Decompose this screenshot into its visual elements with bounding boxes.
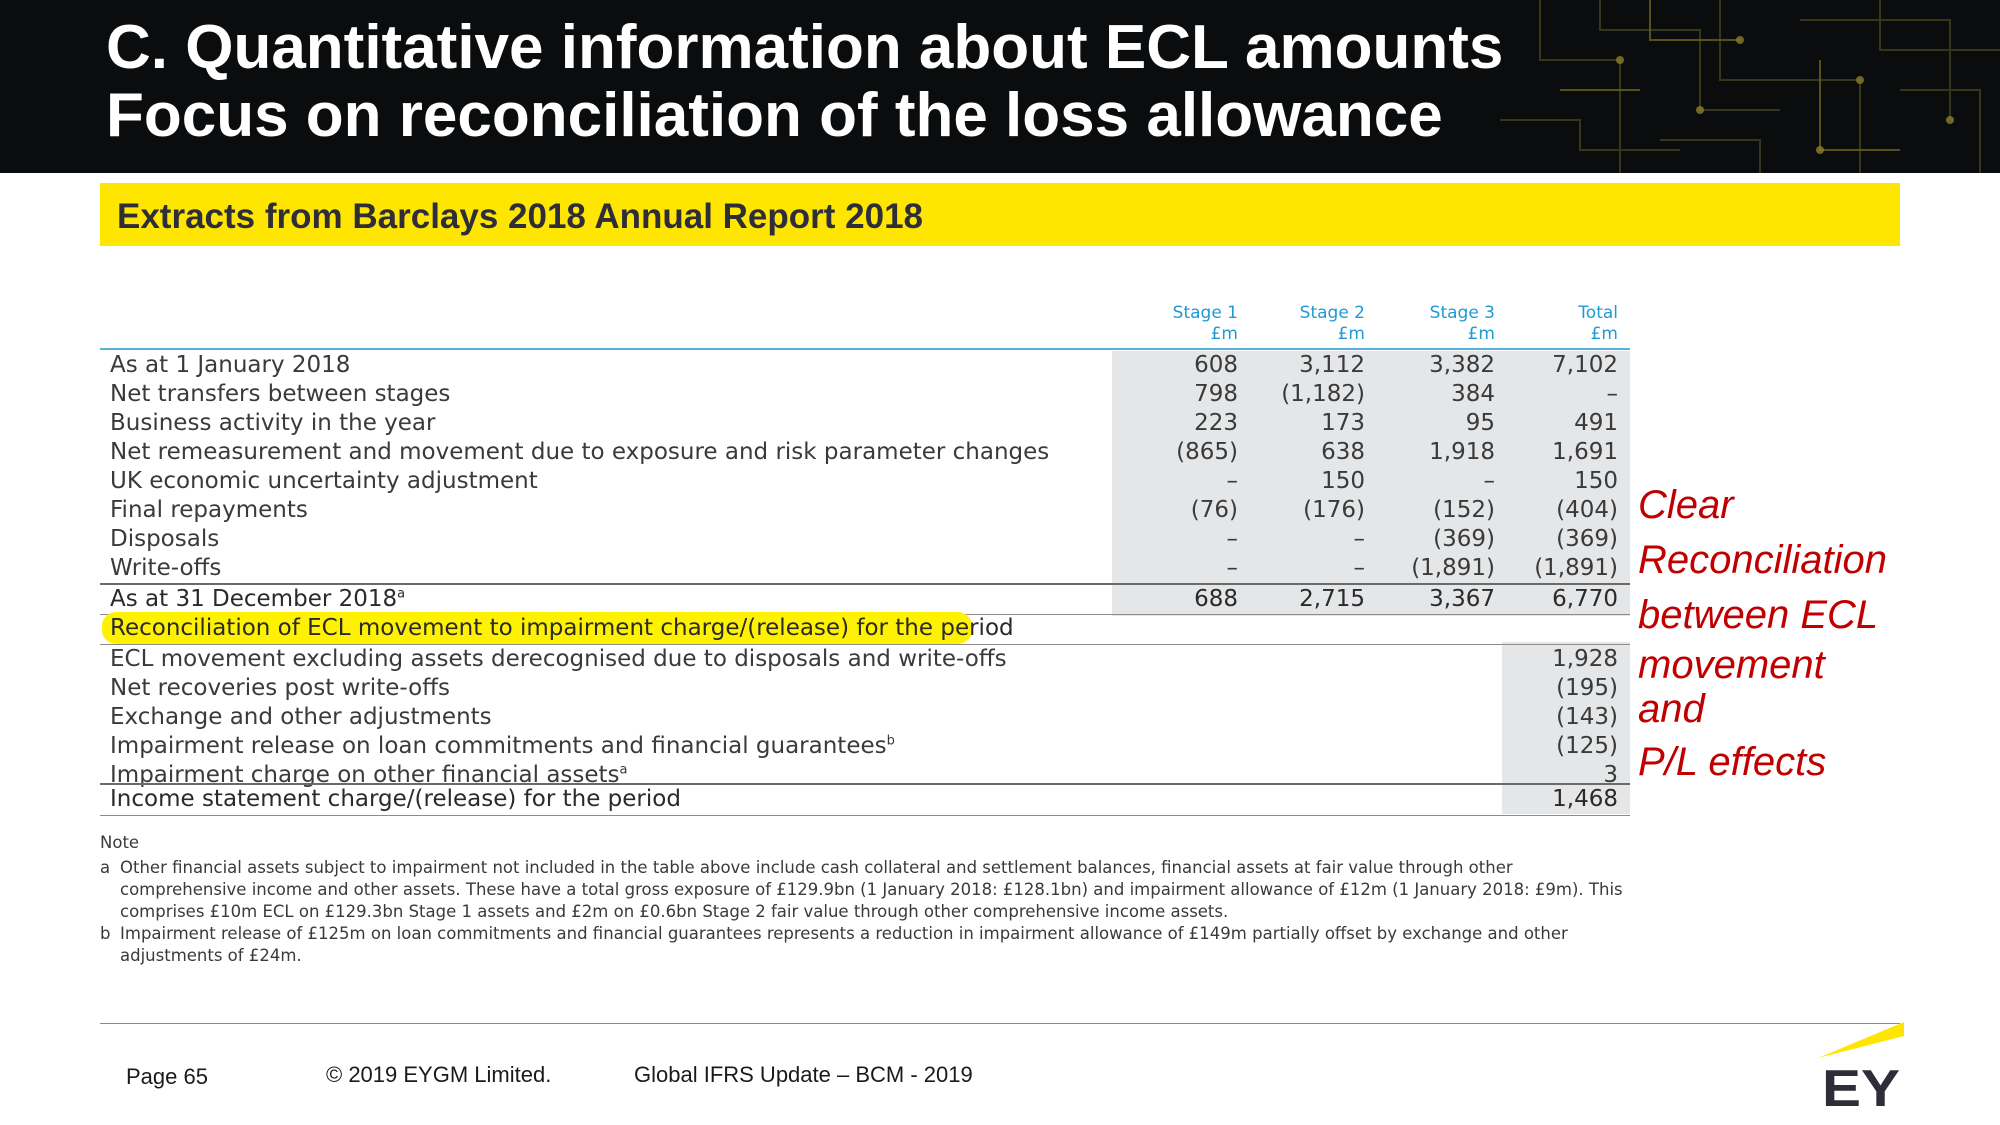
subtitle-bar: Extracts from Barclays 2018 Annual Repor…	[100, 183, 1900, 246]
stage-columns-shade	[1112, 351, 1630, 616]
note-a: a Other financial assets subject to impai…	[100, 858, 1623, 921]
event-title: Global IFRS Update – BCM - 2019	[634, 1062, 973, 1087]
table-row: As at 1 January 2018 608 3,112 3,382 7,1…	[110, 352, 1618, 378]
table-row: Net remeasurement and movement due to ex…	[110, 439, 1618, 465]
annotation-line: Reconciliation	[1638, 538, 1888, 582]
income-statement-row: Income statement charge/(release) for th…	[110, 786, 1618, 812]
annotation-line: P/L effects	[1638, 740, 1827, 784]
income-statement-top-rule	[100, 783, 1630, 785]
slide-header: C. Quantitative information about ECL am…	[0, 0, 2000, 173]
footer-divider	[100, 1023, 1900, 1024]
reconciliation-row: Net recoveries post write-offs (195)	[110, 675, 1618, 701]
column-header-stage-2: Stage 2 £m	[1299, 303, 1365, 344]
reconciliation-row: Impairment release on loan commitments a…	[110, 733, 1618, 759]
reconciliation-rule	[100, 644, 1630, 645]
table-row: Write-offs – – (1,891) (1,891)	[110, 555, 1618, 581]
column-header-stage-3: Stage 3 £m	[1429, 303, 1495, 344]
ey-logo-text: EY	[1822, 1060, 1900, 1112]
reconciliation-heading: Reconciliation of ECL movement to impair…	[110, 615, 1014, 641]
circuit-board-decoration	[1500, 0, 2000, 173]
report-extract-table: Stage 1 £m Stage 2 £m Stage 3 £m Total £…	[100, 290, 1635, 965]
annotation-line: Clear	[1638, 483, 1734, 527]
copyright: © 2019 EYGM Limited.	[326, 1062, 552, 1087]
annotation-line: movement	[1638, 643, 1825, 687]
reconciliation-row: Exchange and other adjustments (143)	[110, 704, 1618, 730]
reconciliation-row: ECL movement excluding assets derecognis…	[110, 646, 1618, 672]
income-statement-bottom-rule	[100, 815, 1630, 816]
closing-balance-top-rule	[100, 583, 1630, 585]
table-row: UK economic uncertainty adjustment – 150…	[110, 468, 1618, 494]
ey-logo-beam	[1818, 1022, 1904, 1058]
title-line-2: Focus on reconciliation of the loss allo…	[106, 81, 1443, 150]
reconciliation-highlight	[102, 612, 972, 644]
page-number: Page 65	[126, 1064, 208, 1089]
note-b: b Impairment release of £125m on loan com…	[100, 924, 1568, 965]
table-row: Net transfers between stages 798 (1,182)…	[110, 381, 1618, 407]
total-column-shade	[1502, 642, 1630, 814]
annotation-callout: Clear Reconciliation between ECL movemen…	[1638, 478, 1938, 797]
header-rule	[100, 348, 1630, 350]
title-line-1: C. Quantitative information about ECL am…	[106, 13, 1504, 82]
table-row-closing-balance: As at 31 December 2018a 688 2,715 3,367 …	[110, 586, 1618, 612]
table-row: Disposals – – (369) (369)	[110, 526, 1618, 552]
annotation-line: between ECL	[1638, 593, 1879, 637]
column-header-stage-1: Stage 1 £m	[1172, 303, 1238, 344]
column-header-total: Total £m	[1578, 303, 1618, 344]
subtitle-text: Extracts from Barclays 2018 Annual Repor…	[117, 197, 924, 236]
footnotes: Note a Other financial assets subject to …	[100, 832, 1635, 967]
slide-title: C. Quantitative information about ECL am…	[106, 14, 1503, 150]
table-row: Business activity in the year 223 173 95…	[110, 410, 1618, 436]
note-heading: Note	[100, 833, 140, 852]
annotation-line: and	[1638, 687, 1705, 731]
table-row: Final repayments (76) (176) (152) (404)	[110, 497, 1618, 523]
ey-logo: EY	[1818, 1022, 1904, 1112]
